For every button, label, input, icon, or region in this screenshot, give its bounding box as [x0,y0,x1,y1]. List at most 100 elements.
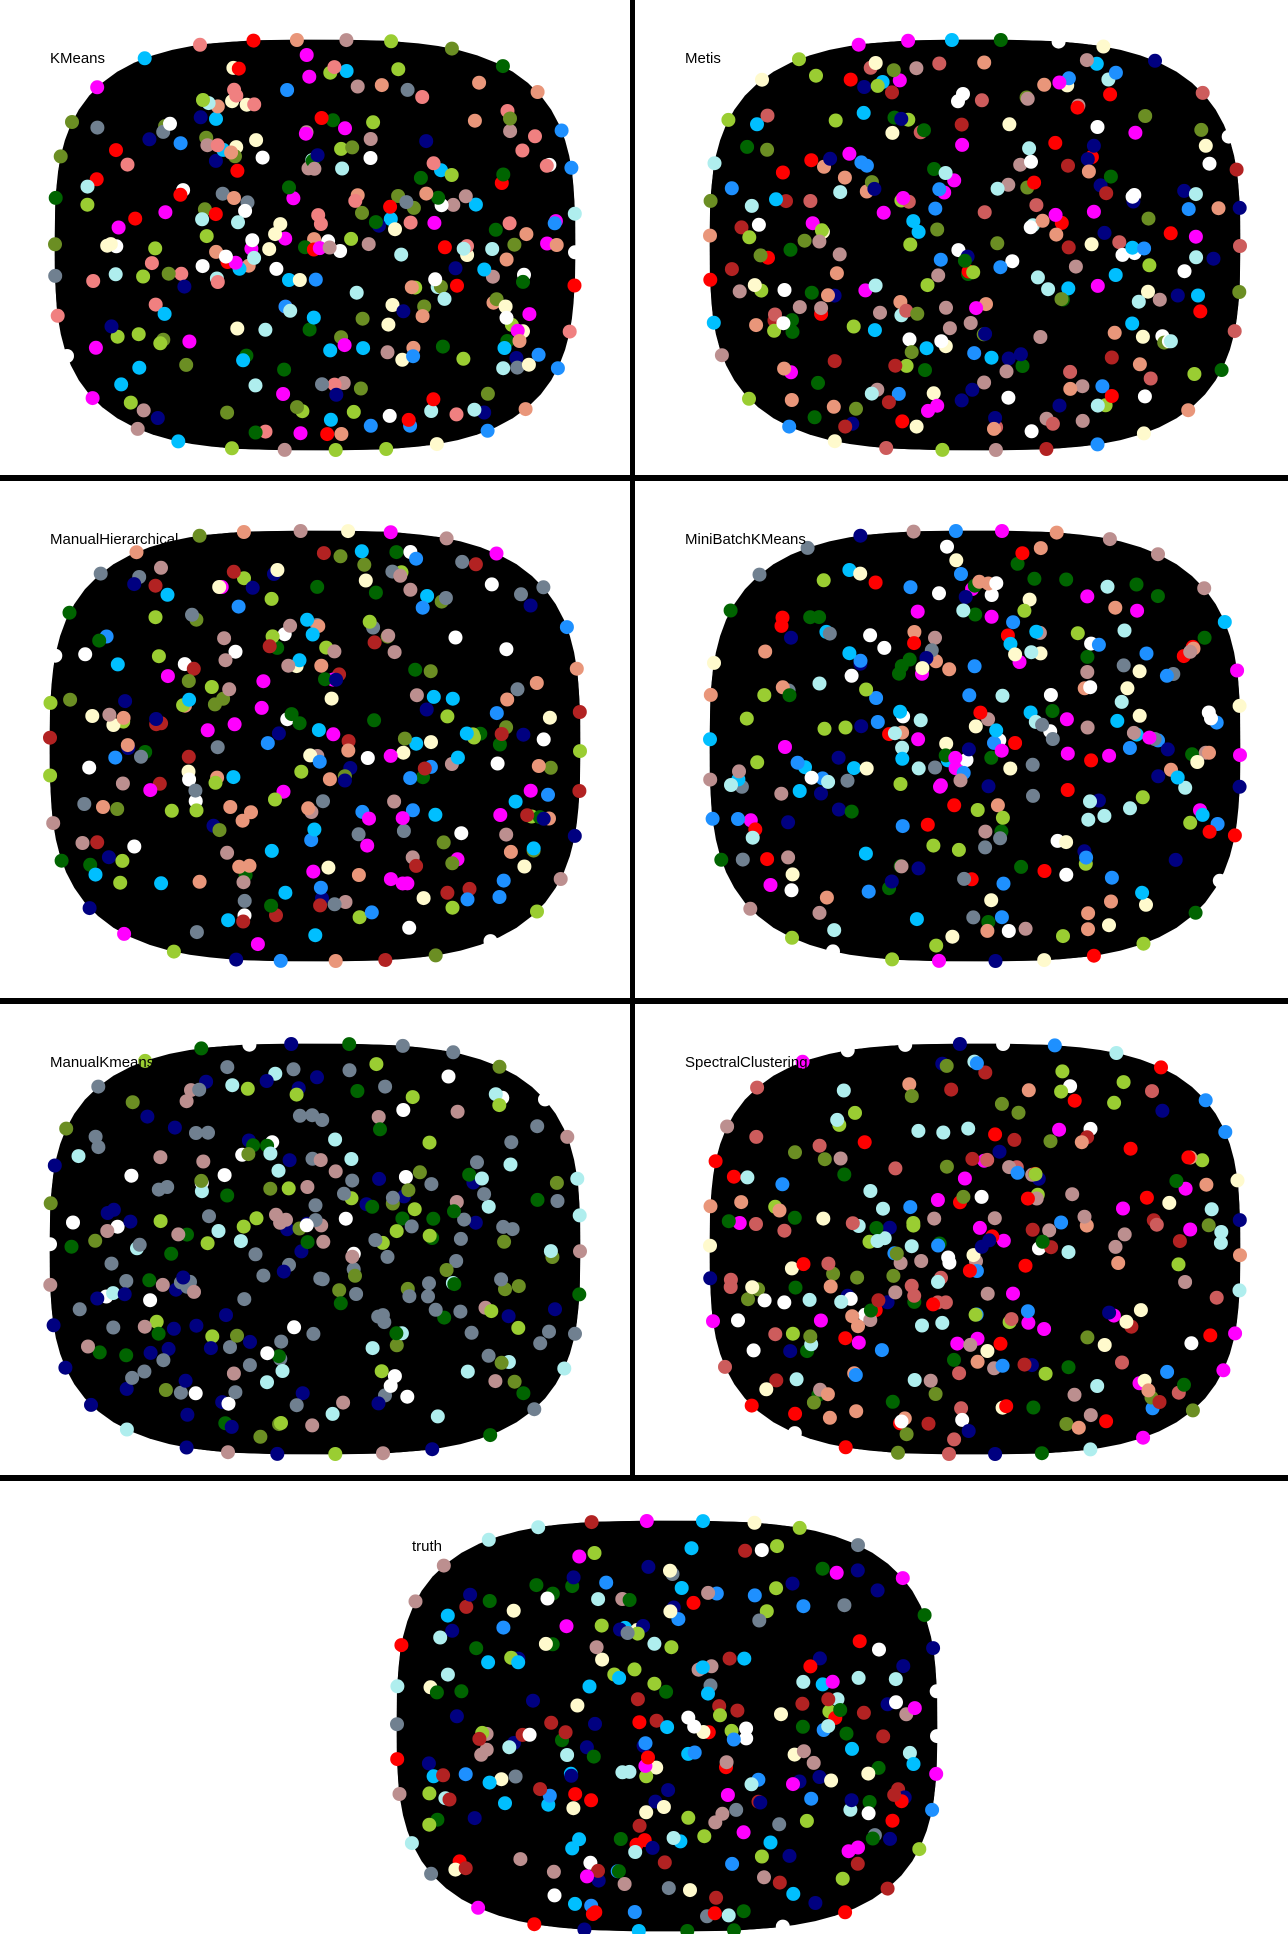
graph-node [259,1074,274,1088]
graph-node [703,193,718,208]
graph-node [1206,251,1221,266]
graph-node [177,279,192,294]
graph-node [802,1292,817,1307]
graph-node [647,1636,662,1651]
graph-edge [465,1544,859,1869]
graph-edge [913,1222,1236,1334]
graph-edge [50,1069,294,1286]
graph-node [439,531,454,546]
graph-node [324,691,339,706]
graph-node [788,1280,803,1295]
graph-node [774,786,789,801]
graph-node [880,1881,895,1896]
graph-edge [50,702,502,735]
graph-node [120,738,135,753]
graph-node [1090,398,1105,413]
graph-edge [178,441,232,449]
graph-node [541,787,555,802]
graph-edge [501,733,538,912]
graph-node [799,1813,814,1828]
graph-edge [155,530,349,725]
graph-edge [89,586,544,768]
graph-edge [913,1219,1240,1224]
graph-node [91,1079,106,1094]
graph-edge [802,1061,1033,1176]
graph-node [118,694,133,709]
graph-edge [794,1343,958,1434]
graph-edge [885,310,907,449]
graph-node [148,297,163,312]
graph-edge [137,394,337,430]
graph-edge [823,41,1059,168]
graph-edge [260,1043,292,1437]
graph-node [1027,175,1042,190]
graph-node [158,1383,173,1397]
panel-title: KMeans [50,50,106,67]
graph-edge [266,1080,384,1454]
graph-node [749,1217,763,1231]
graph-edge [935,1369,1224,1395]
graph-edge [755,46,1104,326]
graph-node [580,1869,594,1884]
graph-edge [868,880,1220,892]
graph-node [544,1715,559,1730]
graph-node [1232,779,1247,794]
graph-node [445,900,460,915]
graph-node [1120,681,1135,696]
graph-node [383,748,398,763]
graph-node [333,1296,348,1311]
graph-edge [710,258,1214,281]
graph-node [816,573,831,588]
graph-node [967,659,982,674]
graph-node [530,85,545,99]
graph-edge [65,1367,145,1372]
graph-node [772,1817,787,1832]
graph-node [289,1087,304,1102]
graph-node [944,1082,959,1097]
graph-node [345,1173,360,1188]
graph-node [933,252,948,267]
graph-node [1152,292,1167,307]
graph-node [752,567,767,582]
graph-edge [757,1288,1043,1454]
graph-node [888,1285,903,1300]
graph-node [1077,1209,1092,1224]
graph-node [233,1234,248,1249]
graph-edge [248,1140,580,1216]
graph-node [817,1152,832,1167]
graph-node [940,539,954,554]
panel-minibatchkmeans: MiniBatchKMeans [635,481,1288,998]
graph-edge [938,651,1191,962]
graph-node [720,1788,735,1802]
graph-node [906,524,921,539]
graph-node [444,41,459,56]
panel-spectralclustering: SpectralClustering [635,1004,1288,1475]
graph-edge [832,739,1000,952]
graph-edge [349,1043,403,1047]
graph-edge [218,1043,350,1232]
graph-node [1097,808,1112,823]
graph-edge [49,647,278,739]
graph-edge [443,1539,489,1566]
graph-node [666,1831,681,1845]
graph-edge [113,724,491,942]
graph-node [870,1583,885,1598]
graph-node [449,1254,464,1268]
graph-node [200,1236,215,1251]
graph-node [1045,704,1060,718]
graph-node [993,831,1008,846]
graph-node [1122,741,1137,755]
graph-node [903,1200,918,1215]
graph-node [1170,288,1185,303]
graph-node [932,56,947,71]
graph-node [1001,390,1016,405]
graph-node [202,1209,216,1224]
graph-edge [997,805,1095,956]
graph-node [1132,664,1147,679]
graph-node [496,1620,511,1635]
graph-node [873,305,887,320]
graph-node [391,62,406,77]
graph-node [749,318,764,333]
graph-node [1103,169,1118,184]
graph-node [1145,1084,1159,1099]
